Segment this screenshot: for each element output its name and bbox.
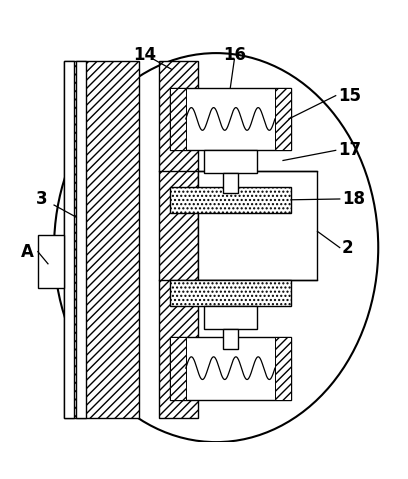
Text: 2: 2 (342, 239, 353, 257)
Bar (170, 337, 291, 399)
Bar (170, 88, 291, 150)
Bar (76, 61, 86, 418)
Text: 14: 14 (134, 46, 157, 64)
Bar (223, 172, 237, 193)
Text: 15: 15 (338, 87, 361, 104)
Text: 17: 17 (338, 141, 361, 160)
Bar (64, 61, 74, 418)
Bar (38, 236, 64, 288)
Bar (170, 280, 291, 307)
Ellipse shape (54, 53, 378, 442)
Bar (170, 88, 186, 150)
Bar (204, 307, 257, 329)
Bar (170, 187, 291, 213)
Bar (160, 61, 198, 418)
Bar (223, 329, 237, 349)
Bar (170, 337, 186, 399)
Text: 16: 16 (223, 46, 246, 64)
Text: 18: 18 (342, 190, 365, 208)
Bar (198, 171, 317, 280)
Bar (64, 61, 139, 418)
Text: A: A (21, 243, 34, 261)
Bar (204, 150, 257, 172)
Bar (275, 337, 291, 399)
Bar (275, 88, 291, 150)
Text: 3: 3 (36, 190, 48, 208)
